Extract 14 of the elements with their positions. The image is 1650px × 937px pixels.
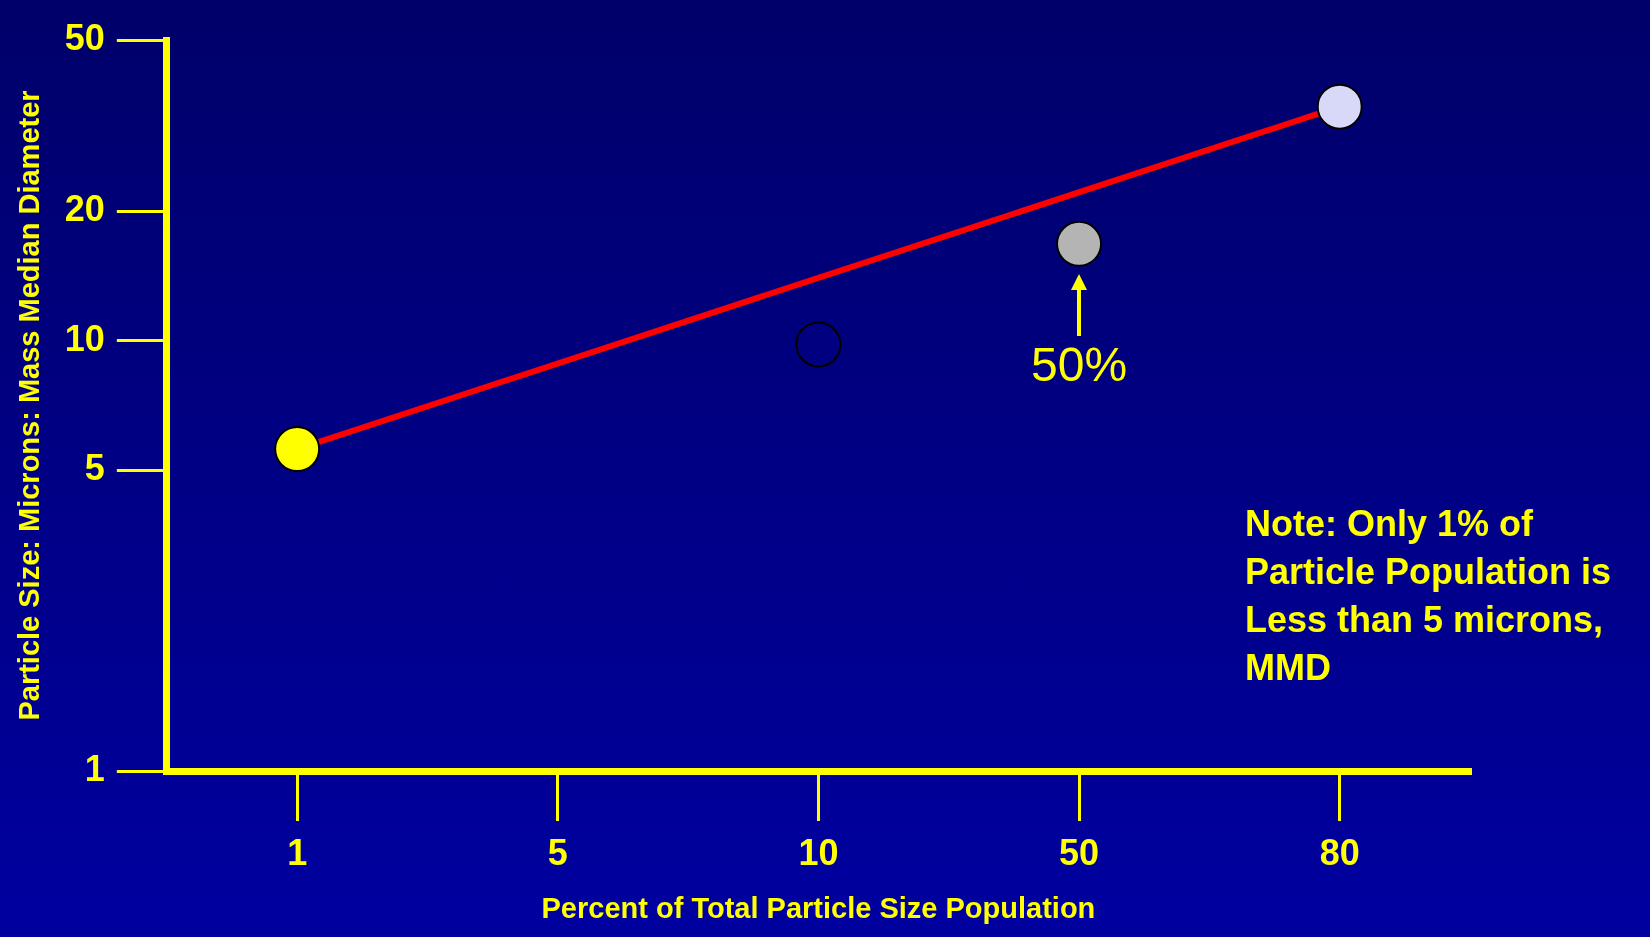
y-tick-label: 10 [64, 317, 105, 359]
y-tick-label: 1 [84, 747, 105, 789]
x-axis-title: Percent of Total Particle Size Population [541, 891, 1096, 924]
x-tick-label: 80 [1319, 831, 1360, 873]
x-tick-label: 10 [798, 831, 839, 873]
y-tick-label: 50 [64, 16, 105, 58]
y-tick-label: 20 [64, 188, 105, 230]
annotation: 50% [1031, 338, 1128, 392]
x-tick-label: 5 [547, 831, 568, 873]
x-tick-label: 50 [1059, 831, 1100, 873]
y-axis-title: Particle Size: Microns: Mass Median Diameter [13, 90, 46, 721]
annotation: Note: Only 1% of Particle Population is Less than 5 microns, MMD [1245, 502, 1613, 690]
y-tick-label: 5 [84, 447, 105, 489]
x-tick-label: 1 [287, 831, 308, 873]
